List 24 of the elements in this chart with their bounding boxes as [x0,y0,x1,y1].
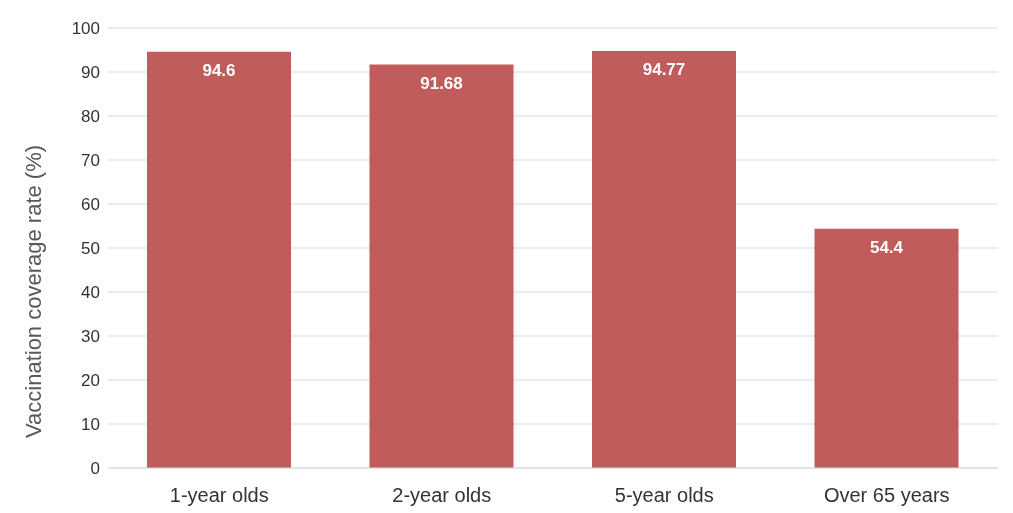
data-label: 54.4 [869,237,904,257]
x-tick-label: 5-year olds [614,484,714,507]
y-tick-label: 10 [81,415,100,435]
y-tick-label: 40 [81,283,100,303]
bar [369,64,514,468]
data-label: 94.77 [642,60,686,80]
bar [592,51,736,468]
data-label: 91.68 [420,73,463,93]
data-label: 94.6 [202,60,236,80]
y-tick-label: 80 [81,107,100,127]
bar [814,228,959,468]
y-tick-label: 60 [81,195,100,215]
bar [147,51,291,468]
y-tick-label: 100 [71,19,100,39]
y-tick-label: 70 [81,151,100,171]
y-tick-label: 50 [81,239,100,259]
x-tick-label: Over 65 years [823,484,950,507]
y-tick-label: 20 [81,371,100,391]
x-tick-label: 1-year olds [169,484,269,507]
y-tick-label: 0 [90,459,100,479]
y-tick-label: 30 [81,327,100,347]
y-axis-title: Vaccination coverage rate (%) [20,144,46,438]
x-tick-label: 2-year olds [392,484,492,507]
y-tick-label: 90 [81,63,100,83]
